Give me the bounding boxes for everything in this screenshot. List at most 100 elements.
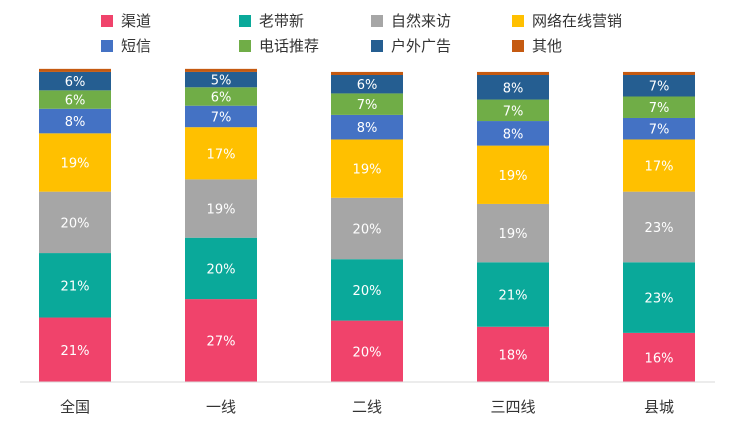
bar-segment-5-5 <box>623 117 695 140</box>
data-label-3-7: 6% <box>357 78 378 93</box>
category-label-5: 县城 <box>644 398 674 416</box>
data-label-4-7: 8% <box>503 81 524 96</box>
legend-label-4: 网络在线营销 <box>532 12 622 30</box>
data-label-5-6: 7% <box>649 101 670 116</box>
bar-segment-4-7 <box>477 75 549 100</box>
data-label-1-2: 21% <box>61 279 90 294</box>
data-label-3-3: 20% <box>353 223 382 238</box>
data-label-2-4: 17% <box>207 147 236 162</box>
data-label-2-1: 27% <box>207 335 236 350</box>
bar-segment-1-8 <box>39 68 111 72</box>
bar-segment-3-5 <box>331 114 403 140</box>
data-label-2-5: 7% <box>211 110 232 125</box>
bar-segment-4-4 <box>477 145 549 204</box>
data-label-3-4: 19% <box>353 163 382 178</box>
bar-segment-3-4 <box>331 139 403 198</box>
legend-swatch-1 <box>101 15 113 27</box>
data-label-5-2: 23% <box>645 292 674 307</box>
bar-segment-5-6 <box>623 96 695 118</box>
data-label-1-1: 21% <box>61 344 90 359</box>
bar-segment-1-3 <box>39 191 111 254</box>
bar-segment-3-3 <box>331 197 403 260</box>
bar-segment-3-1 <box>331 320 403 382</box>
bar-segment-4-5 <box>477 121 549 146</box>
data-label-5-4: 17% <box>645 160 674 175</box>
bar-segment-5-2 <box>623 262 695 333</box>
bar-segment-2-2 <box>185 237 257 300</box>
bar-segment-4-8 <box>477 71 549 75</box>
bar-segment-4-2 <box>477 262 549 327</box>
bar-segment-5-7 <box>623 75 695 97</box>
data-label-2-2: 20% <box>207 262 236 277</box>
legend-swatch-5 <box>101 40 113 52</box>
bar-segment-1-7 <box>39 71 111 91</box>
category-label-4: 三四线 <box>490 398 535 416</box>
data-label-3-6: 7% <box>357 98 378 113</box>
bar-segment-1-4 <box>39 133 111 192</box>
data-label-5-7: 7% <box>649 80 670 95</box>
data-label-1-5: 8% <box>65 115 86 130</box>
bar-segment-1-1 <box>39 317 111 382</box>
category-label-3: 二线 <box>352 398 382 416</box>
data-label-1-3: 20% <box>61 216 90 231</box>
category-label-2: 一线 <box>206 398 236 416</box>
legend-label-2: 老带新 <box>259 12 304 30</box>
legend-swatch-6 <box>239 40 251 52</box>
data-label-1-7: 6% <box>65 75 86 90</box>
data-label-5-3: 23% <box>645 221 674 236</box>
bar-segment-4-1 <box>477 326 549 382</box>
category-label-1: 全国 <box>60 398 90 416</box>
bar-segment-3-2 <box>331 259 403 321</box>
data-label-4-6: 7% <box>503 104 524 119</box>
data-label-3-1: 20% <box>353 345 382 360</box>
data-label-3-5: 8% <box>357 121 378 136</box>
legend-swatch-8 <box>512 40 524 52</box>
data-label-4-3: 19% <box>499 227 528 242</box>
data-label-5-1: 16% <box>645 351 674 366</box>
data-label-2-7: 5% <box>211 74 232 89</box>
data-label-4-2: 21% <box>499 289 528 304</box>
bar-segment-5-3 <box>623 191 695 263</box>
bar-segment-5-1 <box>623 332 695 382</box>
legend-swatch-4 <box>512 15 524 27</box>
data-label-2-6: 6% <box>211 90 232 105</box>
legend-label-3: 自然来访 <box>391 12 451 30</box>
bar-segment-1-6 <box>39 90 111 109</box>
bar-segment-5-4 <box>623 139 695 192</box>
legend-swatch-3 <box>371 15 383 27</box>
bar-segment-3-7 <box>331 75 403 94</box>
legend-swatch-2 <box>239 15 251 27</box>
bar-segment-3-8 <box>331 71 403 75</box>
data-label-4-4: 19% <box>499 169 528 184</box>
bar-segment-2-1 <box>185 299 257 382</box>
data-label-1-6: 6% <box>65 94 86 109</box>
legend-label-1: 渠道 <box>121 12 151 30</box>
data-label-3-2: 20% <box>353 284 382 299</box>
category-labels: 全国 一线 二线 三四线 县城 <box>60 398 674 416</box>
bar-segment-2-6 <box>185 87 257 106</box>
legend-label-5: 短信 <box>121 37 151 55</box>
bar-segment-1-2 <box>39 253 111 318</box>
bar-segment-4-3 <box>477 203 549 263</box>
bar-segment-5-8 <box>623 71 695 75</box>
bar-segment-2-5 <box>185 105 257 128</box>
legend-label-6: 电话推荐 <box>259 37 319 55</box>
legend-swatch-7 <box>371 40 383 52</box>
bar-segment-3-6 <box>331 93 403 115</box>
bar-segment-2-3 <box>185 179 257 238</box>
bar-segment-2-4 <box>185 127 257 180</box>
bar-segment-4-6 <box>477 99 549 122</box>
bars-group: 21%21%20%19%8%6%6%27%20%19%17%7%6%5%20%2… <box>39 68 695 382</box>
data-label-5-5: 7% <box>649 123 670 138</box>
legend-label-8: 其他 <box>532 37 562 55</box>
legend-label-7: 户外广告 <box>391 37 451 55</box>
data-label-4-5: 8% <box>503 127 524 142</box>
bar-segment-2-8 <box>185 68 257 72</box>
data-label-1-4: 19% <box>61 156 90 171</box>
bar-segment-1-5 <box>39 108 111 134</box>
data-label-2-3: 19% <box>207 203 236 218</box>
bar-segment-2-7 <box>185 71 257 88</box>
data-label-4-1: 18% <box>499 348 528 363</box>
